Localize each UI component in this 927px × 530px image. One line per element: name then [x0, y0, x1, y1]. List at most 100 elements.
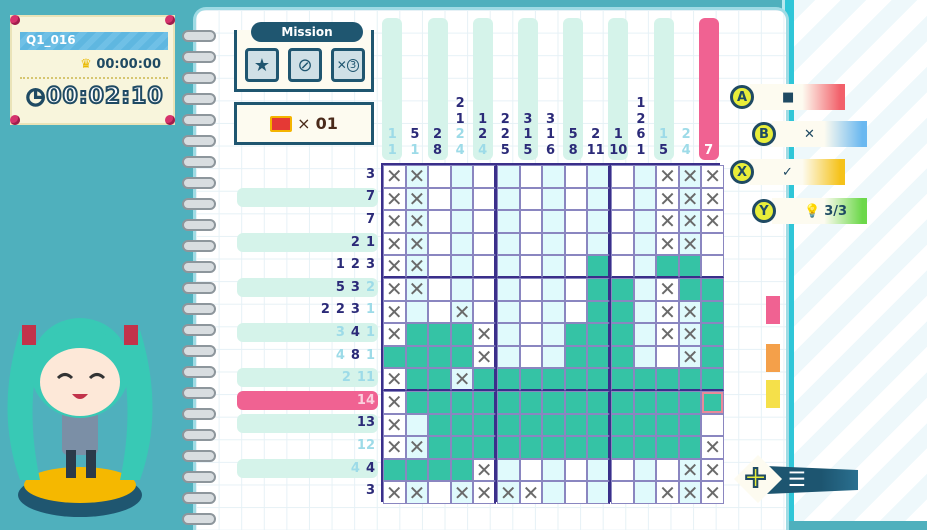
cell-crossed[interactable]: ✕ [383, 232, 406, 256]
cell-crossed[interactable]: ✕ [405, 255, 429, 278]
cell-filled[interactable] [633, 391, 657, 414]
cell-filled[interactable] [587, 323, 610, 346]
cell-filled[interactable] [587, 436, 610, 459]
cell-filled[interactable] [678, 436, 702, 459]
cell-empty[interactable] [542, 300, 565, 324]
cell-empty[interactable] [450, 165, 474, 188]
cell-filled[interactable] [383, 458, 406, 482]
cell-filled[interactable] [542, 413, 565, 437]
cell-crossed[interactable]: ✕ [450, 300, 474, 324]
cell-crossed[interactable]: ✕ [656, 232, 679, 256]
cell-empty[interactable] [542, 165, 565, 188]
cell-filled[interactable] [428, 458, 451, 482]
cell-empty[interactable] [701, 255, 724, 278]
cell-empty[interactable] [450, 187, 474, 211]
cell-filled[interactable] [405, 323, 429, 346]
cell-filled[interactable] [428, 368, 451, 391]
cell-empty[interactable] [428, 278, 451, 301]
cell-crossed[interactable]: ✕ [656, 187, 679, 211]
cell-crossed[interactable]: ✕ [678, 300, 702, 324]
cell-empty[interactable] [405, 413, 429, 437]
cell-filled[interactable] [473, 391, 496, 414]
cell-filled[interactable] [405, 345, 429, 369]
cell-empty[interactable] [542, 345, 565, 369]
cell-empty[interactable] [611, 458, 634, 482]
cell-empty[interactable] [564, 210, 588, 233]
menu-button[interactable]: + ☰ [733, 454, 863, 504]
cell-empty[interactable] [587, 458, 610, 482]
cell-empty[interactable] [519, 345, 543, 369]
cell-empty[interactable] [611, 232, 634, 256]
cell-empty[interactable] [564, 165, 588, 188]
cell-empty[interactable] [497, 300, 520, 324]
cell-empty[interactable] [611, 165, 634, 188]
cell-crossed[interactable]: ✕ [383, 436, 406, 459]
cell-empty[interactable] [564, 481, 588, 504]
cell-filled[interactable] [678, 391, 702, 414]
cell-empty[interactable] [587, 232, 610, 256]
cell-crossed[interactable]: ✕ [383, 278, 406, 301]
cell-crossed[interactable]: ✕ [678, 345, 702, 369]
cell-crossed[interactable]: ✕ [701, 187, 724, 211]
cell-empty[interactable] [519, 165, 543, 188]
cell-crossed[interactable]: ✕ [678, 232, 702, 256]
cell-filled[interactable] [473, 436, 496, 459]
cell-empty[interactable] [701, 232, 724, 256]
cell-crossed[interactable]: ✕ [383, 323, 406, 346]
cell-crossed[interactable]: ✕ [656, 165, 679, 188]
cell-empty[interactable] [701, 413, 724, 437]
cell-empty[interactable] [497, 458, 520, 482]
cell-crossed[interactable]: ✕ [405, 210, 429, 233]
cell-crossed[interactable]: ✕ [405, 436, 429, 459]
cell-crossed[interactable]: ✕ [383, 187, 406, 211]
cell-empty[interactable] [633, 300, 657, 324]
cell-crossed[interactable]: ✕ [383, 300, 406, 324]
cell-empty[interactable] [656, 345, 679, 369]
cell-filled[interactable] [519, 413, 543, 437]
cell-crossed[interactable]: ✕ [405, 165, 429, 188]
cell-empty[interactable] [497, 210, 520, 233]
cell-empty[interactable] [587, 187, 610, 211]
cell-filled[interactable] [656, 255, 679, 278]
cell-filled[interactable] [428, 391, 451, 414]
cell-filled[interactable] [542, 436, 565, 459]
cell-filled[interactable] [611, 278, 634, 301]
cell-filled[interactable] [587, 300, 610, 324]
cell-filled[interactable] [701, 391, 724, 414]
control-a-button[interactable]: A ■ [730, 83, 845, 111]
cell-crossed[interactable]: ✕ [473, 458, 496, 482]
cell-empty[interactable] [519, 300, 543, 324]
cell-crossed[interactable]: ✕ [405, 187, 429, 211]
cell-filled[interactable] [405, 458, 429, 482]
control-b-button[interactable]: B ✕ [752, 120, 867, 148]
cell-filled[interactable] [701, 323, 724, 346]
cell-empty[interactable] [519, 255, 543, 278]
cell-empty[interactable] [497, 323, 520, 346]
cell-crossed[interactable]: ✕ [383, 165, 406, 188]
cell-empty[interactable] [497, 278, 520, 301]
cell-filled[interactable] [611, 391, 634, 414]
cell-filled[interactable] [701, 368, 724, 391]
cell-crossed[interactable]: ✕ [678, 187, 702, 211]
cell-filled[interactable] [428, 436, 451, 459]
cell-filled[interactable] [656, 368, 679, 391]
cell-filled[interactable] [519, 391, 543, 414]
cell-empty[interactable] [428, 255, 451, 278]
cell-filled[interactable] [519, 436, 543, 459]
cell-crossed[interactable]: ✕ [701, 165, 724, 188]
cell-filled[interactable] [405, 368, 429, 391]
cell-filled[interactable] [497, 391, 520, 414]
cell-filled[interactable] [428, 323, 451, 346]
cell-crossed[interactable]: ✕ [678, 458, 702, 482]
cell-empty[interactable] [473, 187, 496, 211]
cell-crossed[interactable]: ✕ [383, 481, 406, 504]
cell-crossed[interactable]: ✕ [383, 391, 406, 414]
cell-filled[interactable] [587, 345, 610, 369]
cell-empty[interactable] [542, 210, 565, 233]
cell-filled[interactable] [564, 391, 588, 414]
cell-empty[interactable] [428, 210, 451, 233]
cell-empty[interactable] [633, 345, 657, 369]
cell-filled[interactable] [497, 436, 520, 459]
cell-empty[interactable] [633, 165, 657, 188]
cell-empty[interactable] [587, 481, 610, 504]
